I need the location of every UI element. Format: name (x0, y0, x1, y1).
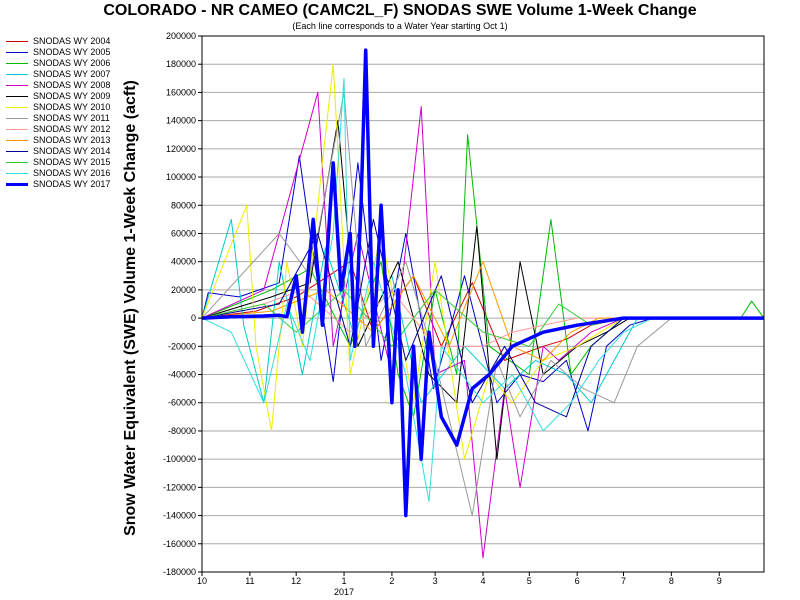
y-tick-label: -60000 (168, 398, 196, 408)
chart-title: COLORADO - NR CAMEO (CAMC2L_F) SNODAS SW… (103, 2, 697, 19)
y-tick-label: 100000 (166, 172, 196, 182)
x-tick-label: 5 (527, 576, 532, 586)
legend-swatch (6, 173, 28, 174)
legend-item: SNODAS WY 2011 (6, 113, 146, 124)
y-tick-label: -40000 (168, 370, 196, 380)
legend-label: SNODAS WY 2015 (33, 157, 111, 167)
legend-item: SNODAS WY 2008 (6, 80, 146, 91)
y-tick-label: 40000 (171, 257, 196, 267)
legend-swatch (6, 107, 28, 108)
x-tick-label: 10 (197, 576, 207, 586)
x-tick-label: 3 (433, 576, 438, 586)
legend-swatch (6, 96, 28, 97)
series-line (201, 218, 764, 404)
legend-label: SNODAS WY 2011 (33, 113, 110, 123)
legend-label: SNODAS WY 2004 (33, 36, 111, 46)
legend-label: SNODAS WY 2017 (33, 179, 111, 189)
legend-label: SNODAS WY 2007 (33, 69, 111, 79)
x-tick-label: 6 (575, 576, 580, 586)
y-tick-label: 0 (191, 313, 196, 323)
legend-label: SNODAS WY 2013 (33, 135, 111, 145)
x-tick-label: 11 (245, 576, 254, 586)
series-line (201, 91, 764, 517)
legend-label: SNODAS WY 2016 (33, 168, 111, 178)
x-tick-label: 9 (717, 576, 722, 586)
legend-item: SNODAS WY 2013 (6, 135, 146, 146)
series-line (201, 289, 764, 347)
legend-label: SNODAS WY 2010 (33, 102, 111, 112)
legend-swatch (6, 74, 28, 75)
chart-legend: SNODAS WY 2004 SNODAS WY 2005 SNODAS WY 20… (6, 36, 146, 190)
legend-item: SNODAS WY 2004 (6, 36, 146, 47)
y-tick-label: -160000 (163, 539, 196, 549)
legend-label: SNODAS WY 2014 (33, 146, 111, 156)
series-line (201, 218, 764, 418)
legend-swatch (6, 63, 28, 64)
legend-item: SNODAS WY 2016 (6, 168, 146, 179)
chart-subtitle: (Each line corresponds to a Water Year s… (292, 21, 508, 31)
legend-label: SNODAS WY 2009 (33, 91, 111, 101)
series-line (201, 261, 764, 361)
legend-label: SNODAS WY 2008 (33, 80, 111, 90)
legend-item: SNODAS WY 2009 (6, 91, 146, 102)
y-tick-label: 120000 (166, 144, 196, 154)
legend-item: SNODAS WY 2006 (6, 58, 146, 69)
legend-label: SNODAS WY 2006 (33, 58, 111, 68)
x-tick-label: 1 (342, 576, 347, 586)
x-year-label: 2017 (334, 587, 354, 597)
legend-label: SNODAS WY 2012 (33, 124, 111, 134)
legend-swatch (6, 162, 28, 163)
legend-swatch (6, 118, 28, 119)
legend-swatch (6, 183, 28, 186)
y-tick-label: 140000 (166, 116, 196, 126)
y-tick-label: 180000 (166, 59, 196, 69)
legend-item: SNODAS WY 2012 (6, 124, 146, 135)
legend-item: SNODAS WY 2015 (6, 157, 146, 168)
x-tick-label: 8 (669, 576, 674, 586)
series-line (201, 77, 764, 502)
y-tick-label: -80000 (168, 426, 196, 436)
legend-swatch (6, 85, 28, 86)
y-tick-label: -180000 (163, 567, 196, 577)
legend-item: SNODAS WY 2005 (6, 47, 146, 58)
legend-item: SNODAS WY 2014 (6, 146, 146, 157)
legend-swatch (6, 52, 28, 53)
legend-item: SNODAS WY 2007 (6, 69, 146, 80)
y-tick-label: 80000 (171, 200, 196, 210)
plot-frame (201, 35, 765, 573)
legend-swatch (6, 151, 28, 152)
x-tick-label: 2 (389, 576, 394, 586)
legend-swatch (6, 129, 28, 130)
legend-item: SNODAS WY 2010 (6, 102, 146, 113)
legend-swatch (6, 140, 28, 141)
series-line (201, 48, 764, 518)
legend-item: SNODAS WY 2017 (6, 179, 146, 190)
x-tick-label: 7 (621, 576, 626, 586)
y-tick-label: 20000 (171, 285, 196, 295)
x-tick-label: 4 (480, 576, 485, 586)
y-tick-label: -20000 (168, 341, 196, 351)
series-line (201, 289, 764, 347)
y-tick-label: -100000 (163, 454, 196, 464)
y-tick-label: 60000 (171, 228, 196, 238)
y-tick-label: -120000 (163, 482, 196, 492)
legend-swatch (6, 41, 28, 42)
x-tick-label: 12 (291, 576, 301, 586)
legend-label: SNODAS WY 2005 (33, 47, 111, 57)
y-tick-label: 160000 (166, 87, 196, 97)
series-line (201, 155, 764, 432)
y-tick-label: -140000 (163, 511, 196, 521)
y-tick-label: 200000 (166, 31, 196, 41)
